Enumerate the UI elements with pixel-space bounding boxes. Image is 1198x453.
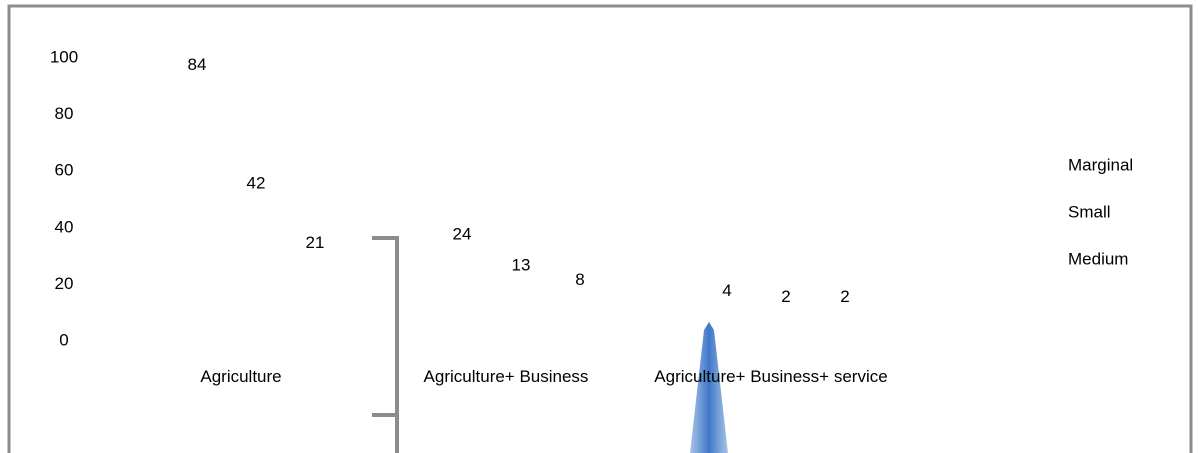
y-tick-label: 100: [50, 47, 78, 66]
data-label: 8: [575, 270, 584, 289]
artifact-spike: [690, 322, 728, 453]
data-label: 2: [781, 287, 790, 306]
data-label: 84: [188, 55, 207, 74]
legend-label: Medium: [1068, 249, 1128, 268]
y-tick-label: 60: [55, 161, 74, 180]
y-tick-label: 40: [55, 217, 74, 236]
x-tick-label: Agriculture: [200, 367, 282, 386]
y-tick-label: 20: [55, 274, 74, 293]
x-tick-label: Agriculture+ Business: [423, 367, 589, 386]
legend-label: Small: [1068, 202, 1111, 221]
data-label: 24: [453, 225, 472, 244]
data-label: 4: [722, 281, 731, 300]
artifact-bracket: [372, 236, 399, 453]
x-tick-label: Agriculture+ Business+ service: [654, 367, 888, 386]
y-tick-label: 80: [55, 104, 74, 123]
y-tick-label: 0: [59, 330, 68, 349]
data-label: 13: [512, 256, 531, 275]
frame: [7, 4, 1193, 453]
legend-label: Marginal: [1068, 155, 1133, 174]
data-label: 2: [840, 287, 849, 306]
data-label: 21: [306, 233, 325, 252]
data-label: 42: [247, 174, 266, 193]
